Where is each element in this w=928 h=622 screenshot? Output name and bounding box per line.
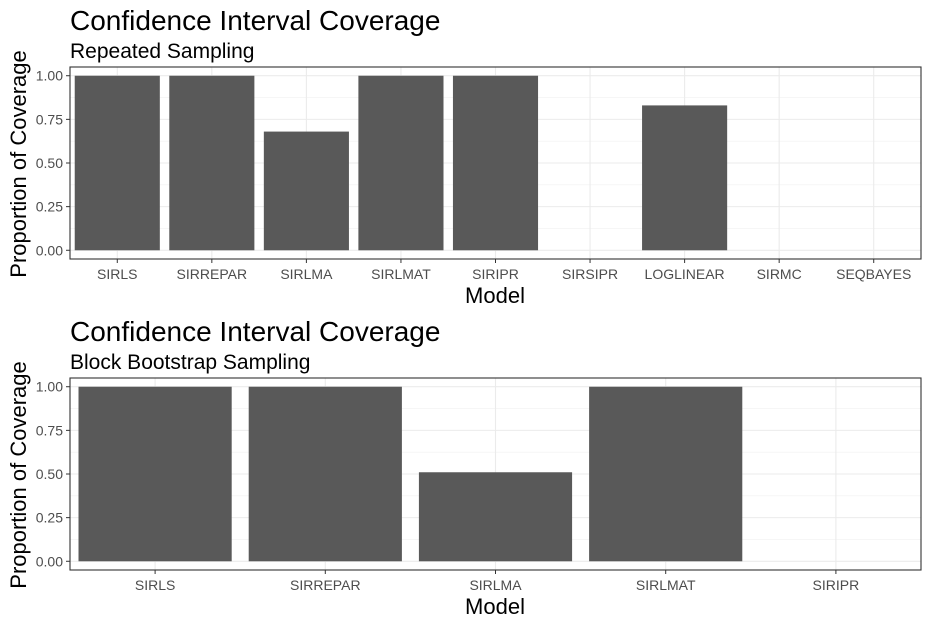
- bar-sirrepar: [248, 386, 402, 562]
- panel-border: [69, 66, 922, 260]
- x-tick-label: SIRLMA: [469, 577, 522, 593]
- x-axis-label: Model: [465, 283, 525, 308]
- panel-border: [69, 377, 922, 571]
- bar-loglinear: [642, 105, 728, 251]
- x-tick-label: SIRMC: [757, 266, 802, 282]
- x-tick-label: SIRLS: [135, 577, 175, 593]
- chart-panel-block-bootstrap: Confidence Interval Coverage Block Boots…: [6, 316, 922, 619]
- x-tick-label: SIRIPR: [813, 577, 860, 593]
- bar-sirls: [74, 75, 160, 251]
- y-tick-label: 0.00: [36, 242, 63, 258]
- x-tick-label: SEQBAYES: [836, 266, 911, 282]
- y-tick-label: 0.25: [36, 510, 63, 526]
- x-tick-label: SIRLS: [97, 266, 137, 282]
- y-axis-label: Proportion of Coverage: [6, 50, 31, 277]
- bar-sirlma: [418, 472, 573, 562]
- y-tick-label: 0.00: [36, 553, 63, 569]
- y-tick-label: 0.50: [36, 155, 63, 171]
- y-axis-label: Proportion of Coverage: [6, 361, 31, 588]
- y-tick-label: 0.75: [36, 422, 63, 438]
- x-tick-label: SIRIPR: [472, 266, 519, 282]
- y-tick-label: 0.75: [36, 111, 63, 127]
- chart-title: Confidence Interval Coverage: [70, 316, 440, 347]
- bar-sirlmat: [589, 386, 743, 562]
- x-tick-label: SIRLMAT: [371, 266, 431, 282]
- x-tick-label: LOGLINEAR: [645, 266, 725, 282]
- chart-title: Confidence Interval Coverage: [70, 5, 440, 36]
- x-tick-label: SIRREPAR: [290, 577, 361, 593]
- y-tick-label: 1.00: [36, 379, 63, 395]
- x-axis-label: Model: [465, 594, 525, 619]
- x-tick-label: SIRSIPR: [562, 266, 618, 282]
- y-tick-label: 1.00: [36, 68, 63, 84]
- x-tick-label: SIRREPAR: [177, 266, 248, 282]
- bar-sirlma: [263, 131, 349, 251]
- chart-panel-repeated-sampling: Confidence Interval Coverage Repeated Sa…: [6, 5, 922, 308]
- bar-sirrepar: [169, 75, 255, 251]
- y-tick-label: 0.50: [36, 466, 63, 482]
- bar-sirls: [78, 386, 232, 562]
- chart-subtitle: Repeated Sampling: [70, 40, 254, 63]
- y-tick-label: 0.25: [36, 199, 63, 215]
- x-tick-label: SIRLMA: [280, 266, 333, 282]
- chart-subtitle: Block Bootstrap Sampling: [70, 351, 310, 374]
- bar-siripr: [452, 75, 539, 251]
- bar-sirlmat: [358, 75, 444, 251]
- x-tick-label: SIRLMAT: [636, 577, 696, 593]
